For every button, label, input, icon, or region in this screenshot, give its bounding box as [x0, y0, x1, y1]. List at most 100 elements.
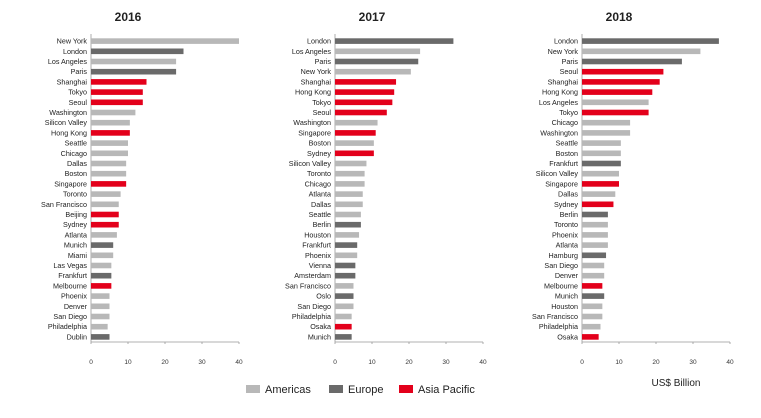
x-tick-label: 0	[333, 359, 337, 366]
bar-houston	[335, 232, 360, 238]
bar-paris	[91, 68, 177, 75]
unit-label: US$ Billion	[652, 378, 701, 389]
category-label-london: London	[307, 37, 331, 46]
category-label-sydney: Sydney	[63, 220, 87, 229]
category-label-hong-kong: Hong Kong	[542, 88, 578, 97]
category-label-sydney: Sydney	[307, 149, 331, 158]
category-label-chicago: Chicago	[552, 118, 578, 127]
category-label-frankfurt: Frankfurt	[58, 271, 87, 280]
x-tick-label: 10	[368, 359, 376, 366]
category-label-phoenix: Phoenix	[305, 251, 331, 260]
bar-houston	[582, 303, 603, 310]
bar-shanghai	[582, 79, 660, 85]
bar-san-diego	[91, 313, 110, 320]
category-label-tokyo: Tokyo	[68, 88, 87, 97]
bar-frankfurt	[582, 160, 621, 167]
category-label-seoul: Seoul	[69, 98, 88, 107]
category-label-dallas: Dallas	[311, 200, 331, 209]
legend-label-asia-pacific: Asia Pacific	[418, 384, 475, 396]
category-label-paris: Paris	[562, 57, 579, 66]
bar-shanghai	[335, 79, 397, 85]
x-tick-label: 40	[479, 359, 487, 366]
category-label-toronto: Toronto	[554, 220, 578, 229]
bar-seoul	[91, 99, 143, 106]
bar-new-york	[91, 38, 239, 44]
category-label-seattle: Seattle	[556, 139, 578, 148]
category-label-osaka: Osaka	[310, 322, 331, 331]
bar-tokyo	[582, 109, 649, 116]
category-label-beijing: Beijing	[65, 210, 87, 219]
category-label-hong-kong: Hong Kong	[295, 88, 331, 97]
chart-title: 2016	[115, 10, 142, 24]
bar-philadelphia	[582, 323, 601, 330]
x-tick-label: 20	[161, 359, 169, 366]
category-label-silicon-valley: Silicon Valley	[45, 118, 88, 127]
category-label-dublin: Dublin	[67, 332, 87, 341]
x-tick-label: 10	[615, 359, 623, 366]
bar-san-francisco	[582, 313, 603, 320]
bar-tokyo	[335, 99, 393, 106]
bar-vienna	[335, 262, 356, 269]
category-label-new-york: New York	[548, 47, 579, 56]
bar-amsterdam	[335, 272, 356, 279]
category-label-silicon-valley: Silicon Valley	[536, 169, 579, 178]
bar-osaka	[335, 323, 352, 330]
x-tick-label: 20	[652, 359, 660, 366]
category-label-toronto: Toronto	[63, 190, 87, 199]
bar-hong-kong	[91, 130, 130, 136]
bar-seoul	[335, 109, 387, 116]
bar-phoenix	[582, 232, 608, 238]
category-label-melbourne: Melbourne	[544, 281, 578, 290]
category-label-frankfurt: Frankfurt	[302, 241, 331, 250]
bar-phoenix	[335, 252, 358, 259]
bar-singapore	[335, 130, 376, 136]
legend-swatch-asia-pacific	[399, 385, 413, 393]
category-label-seattle: Seattle	[65, 139, 87, 148]
bar-oslo	[335, 293, 354, 299]
bar-washington	[91, 109, 136, 116]
bar-san-francisco	[91, 201, 119, 208]
category-label-paris: Paris	[315, 57, 332, 66]
category-label-boston: Boston	[309, 139, 331, 148]
category-label-los-angeles: Los Angeles	[539, 98, 579, 107]
bar-chicago	[582, 119, 631, 126]
category-label-san-diego: San Diego	[53, 312, 87, 321]
bar-frankfurt	[91, 272, 112, 279]
category-label-london: London	[554, 37, 578, 46]
bar-atlanta	[582, 242, 608, 248]
category-label-new-york: New York	[57, 37, 88, 46]
category-label-singapore: Singapore	[545, 179, 578, 188]
x-tick-label: 20	[405, 359, 413, 366]
x-tick-label: 40	[726, 359, 734, 366]
bar-philadelphia	[335, 313, 352, 320]
category-label-seattle: Seattle	[309, 210, 331, 219]
bar-munich	[335, 334, 352, 340]
category-label-atlanta: Atlanta	[65, 230, 87, 239]
bar-melbourne	[582, 283, 603, 289]
bar-seattle	[91, 140, 128, 146]
bar-singapore	[582, 181, 619, 187]
bar-osaka	[582, 334, 599, 340]
bar-boston	[582, 150, 621, 157]
bar-toronto	[335, 170, 365, 177]
bar-paris	[582, 58, 682, 65]
category-label-phoenix: Phoenix	[552, 230, 578, 239]
chart-title: 2018	[606, 10, 633, 24]
bar-philadelphia	[91, 323, 108, 330]
bar-london	[335, 38, 454, 44]
bar-seoul	[582, 68, 664, 75]
category-label-chicago: Chicago	[61, 149, 87, 158]
bar-beijing	[91, 211, 119, 218]
bar-silicon-valley	[335, 160, 367, 167]
category-label-seoul: Seoul	[560, 67, 579, 76]
category-label-washington: Washington	[540, 128, 578, 137]
bar-munich	[91, 242, 114, 248]
category-label-phoenix: Phoenix	[61, 292, 87, 301]
category-label-denver: Denver	[64, 302, 88, 311]
bar-boston	[91, 170, 127, 177]
category-label-vienna: Vienna	[309, 261, 331, 270]
category-label-singapore: Singapore	[298, 128, 331, 137]
category-label-hong-kong: Hong Kong	[51, 128, 87, 137]
bar-denver	[91, 303, 110, 310]
